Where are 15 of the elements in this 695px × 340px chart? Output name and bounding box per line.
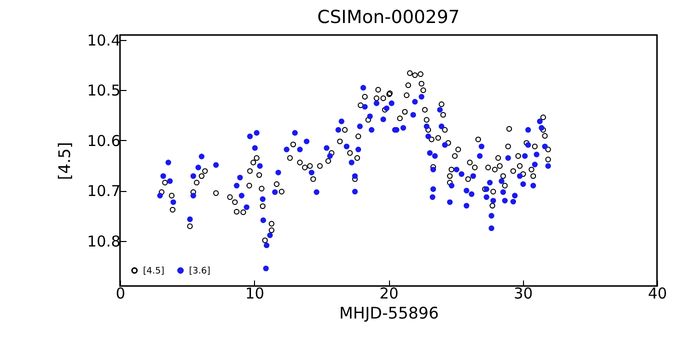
x-tick-label: 30 (514, 284, 533, 302)
y-tick-label: 10.6 (87, 132, 120, 150)
x-axis-title: MHJD-55896 (339, 304, 439, 322)
x-tick-label: 40 (648, 284, 668, 302)
y-tick-label: 10.4 (87, 32, 120, 50)
y-tick-label: 10.7 (87, 182, 120, 200)
chart-title: CSIMon-000297 (317, 7, 460, 28)
legend-label: [4.5] (143, 266, 164, 276)
x-tick-label: 0 (116, 284, 126, 302)
x-tick-label: 10 (245, 284, 264, 302)
y-axis-title: [4.5] (55, 142, 74, 180)
legend-label: [3.6] (189, 266, 210, 276)
x-tick-label: 20 (379, 284, 399, 302)
y-tick-label: 10.5 (87, 82, 120, 100)
y-tick-label: 10.8 (87, 232, 120, 250)
